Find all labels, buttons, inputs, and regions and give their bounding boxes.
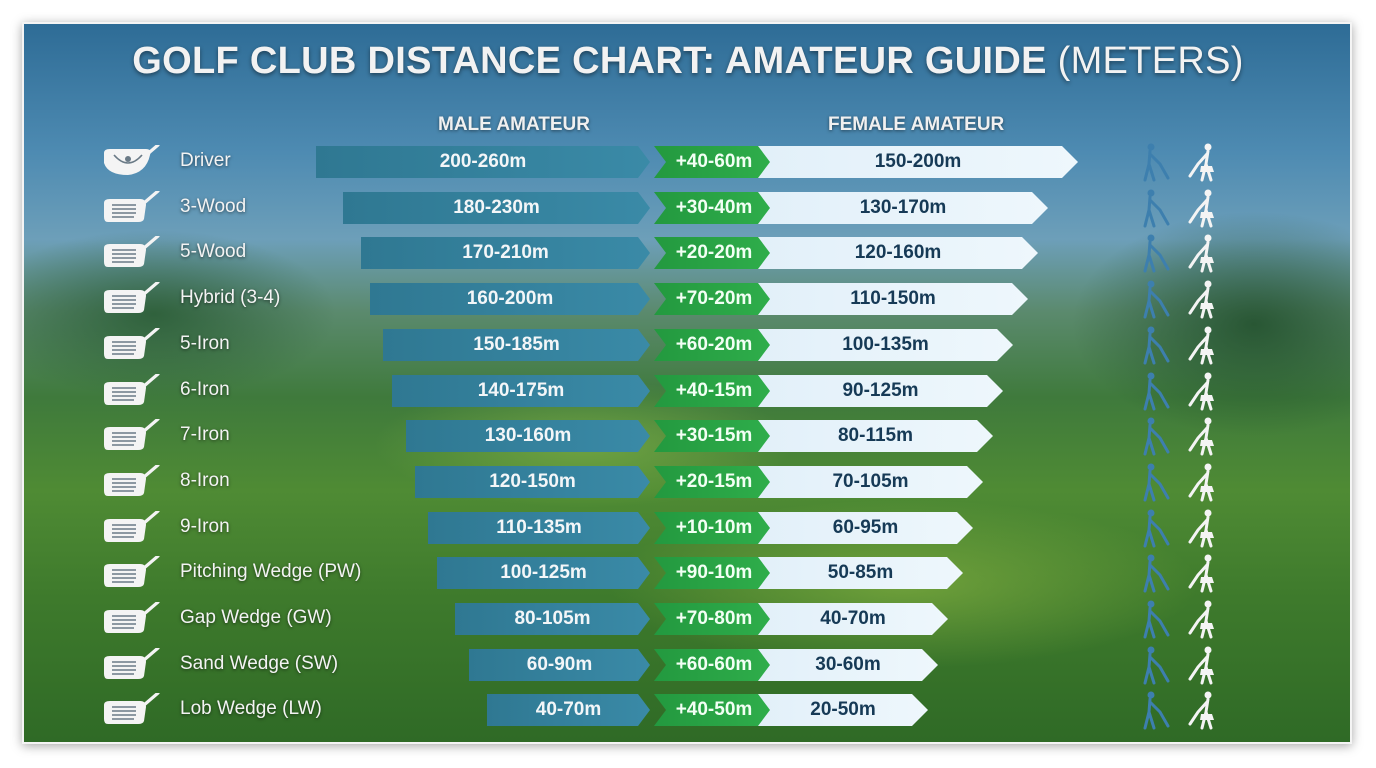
distance-difference-bar: +20-20m [654,237,774,269]
distance-difference-bar: +30-40m [654,192,774,224]
distance-difference-bar: +70-80m [654,603,774,635]
male-golfer-icon [1142,645,1172,685]
male-distance-bar: 100-125m [437,557,650,589]
golf-club-head-icon [100,372,162,408]
female-distance-bar: 80-115m [758,420,993,452]
club-label: 7-Iron [180,424,230,445]
male-distance-bar: 150-185m [383,329,650,361]
distance-difference-bar: +30-15m [654,420,774,452]
club-label: Lob Wedge (LW) [180,698,322,719]
golf-club-head-icon [100,234,162,270]
male-golfer-icon [1142,233,1172,273]
club-label: Sand Wedge (SW) [180,653,339,674]
distance-difference-bar: +40-50m [654,694,774,726]
chart-title-main: GOLF CLUB DISTANCE CHART: AMATEUR GUIDE [132,40,1047,82]
female-golfer-icon [1188,233,1218,273]
male-golfer-icon [1142,553,1172,593]
female-golfer-icon [1188,371,1218,411]
female-golfer-icon [1188,553,1218,593]
female-distance-bar: 90-125m [758,375,1003,407]
club-label: 8-Iron [180,470,230,491]
golf-club-head-icon [100,463,162,499]
distance-difference-bar: +70-20m [654,283,774,315]
female-distance-bar: 120-160m [758,237,1038,269]
distance-difference-bar: +90-10m [654,557,774,589]
male-golfer-icon [1142,279,1172,319]
distance-difference-bar: +60-20m [654,329,774,361]
male-golfer-icon [1142,325,1172,365]
female-distance-bar: 60-95m [758,512,973,544]
chart-title-units: (METERS) [1057,40,1244,82]
female-distance-bar: 50-85m [758,557,963,589]
female-distance-bar: 70-105m [758,466,983,498]
male-distance-bar: 200-260m [316,146,650,178]
female-distance-bar: 30-60m [758,649,938,681]
male-distance-bar: 40-70m [487,694,650,726]
male-golfer-icon [1142,371,1172,411]
female-golfer-icon [1188,325,1218,365]
club-label: Hybrid (3-4) [180,287,281,308]
distance-difference-bar: +40-15m [654,375,774,407]
female-golfer-icon [1188,508,1218,548]
female-golfer-icon [1188,462,1218,502]
male-distance-bar: 80-105m [455,603,650,635]
male-column-header: MALE AMATEUR [438,114,590,135]
female-distance-bar: 130-170m [758,192,1048,224]
club-label: Driver [180,150,231,171]
female-golfer-icon [1188,416,1218,456]
male-distance-bar: 140-175m [392,375,650,407]
male-distance-bar: 120-150m [415,466,650,498]
female-distance-bar: 110-150m [758,283,1028,315]
golf-club-head-icon [100,417,162,453]
club-label: 9-Iron [180,516,230,537]
golf-club-head-icon [100,509,162,545]
male-golfer-icon [1142,508,1172,548]
female-distance-bar: 20-50m [758,694,928,726]
male-golfer-icon [1142,416,1172,456]
golf-club-head-icon [100,326,162,362]
club-label: Gap Wedge (GW) [180,607,332,628]
chart-title: GOLF CLUB DISTANCE CHART: AMATEUR GUIDE … [0,40,1376,83]
golf-club-head-icon [100,554,162,590]
female-golfer-icon [1188,188,1218,228]
female-golfer-icon [1188,279,1218,319]
male-distance-bar: 160-200m [370,283,650,315]
female-distance-bar: 100-135m [758,329,1013,361]
distance-difference-bar: +40-60m [654,146,774,178]
male-golfer-icon [1142,142,1172,182]
distance-difference-bar: +20-15m [654,466,774,498]
club-label: Pitching Wedge (PW) [180,561,362,582]
club-label: 6-Iron [180,379,230,400]
distance-difference-bar: +10-10m [654,512,774,544]
male-distance-bar: 180-230m [343,192,650,224]
female-distance-bar: 150-200m [758,146,1078,178]
male-distance-bar: 130-160m [406,420,650,452]
golf-club-head-icon [100,280,162,316]
golf-club-head-icon [100,189,162,225]
male-distance-bar: 60-90m [469,649,650,681]
club-label: 3-Wood [180,196,247,217]
distance-difference-bar: +60-60m [654,649,774,681]
male-distance-bar: 110-135m [428,512,650,544]
female-golfer-icon [1188,645,1218,685]
male-golfer-icon [1142,188,1172,228]
female-column-header: FEMALE AMATEUR [828,114,1005,135]
golf-club-head-icon [100,691,162,727]
male-golfer-icon [1142,690,1172,730]
female-golfer-icon [1188,142,1218,182]
female-golfer-icon [1188,690,1218,730]
female-distance-bar: 40-70m [758,603,948,635]
male-golfer-icon [1142,599,1172,639]
golf-club-head-icon [100,143,162,179]
golf-club-head-icon [100,600,162,636]
club-label: 5-Iron [180,333,230,354]
male-distance-bar: 170-210m [361,237,650,269]
club-label: 5-Wood [180,241,247,262]
female-golfer-icon [1188,599,1218,639]
golf-club-head-icon [100,646,162,682]
male-golfer-icon [1142,462,1172,502]
